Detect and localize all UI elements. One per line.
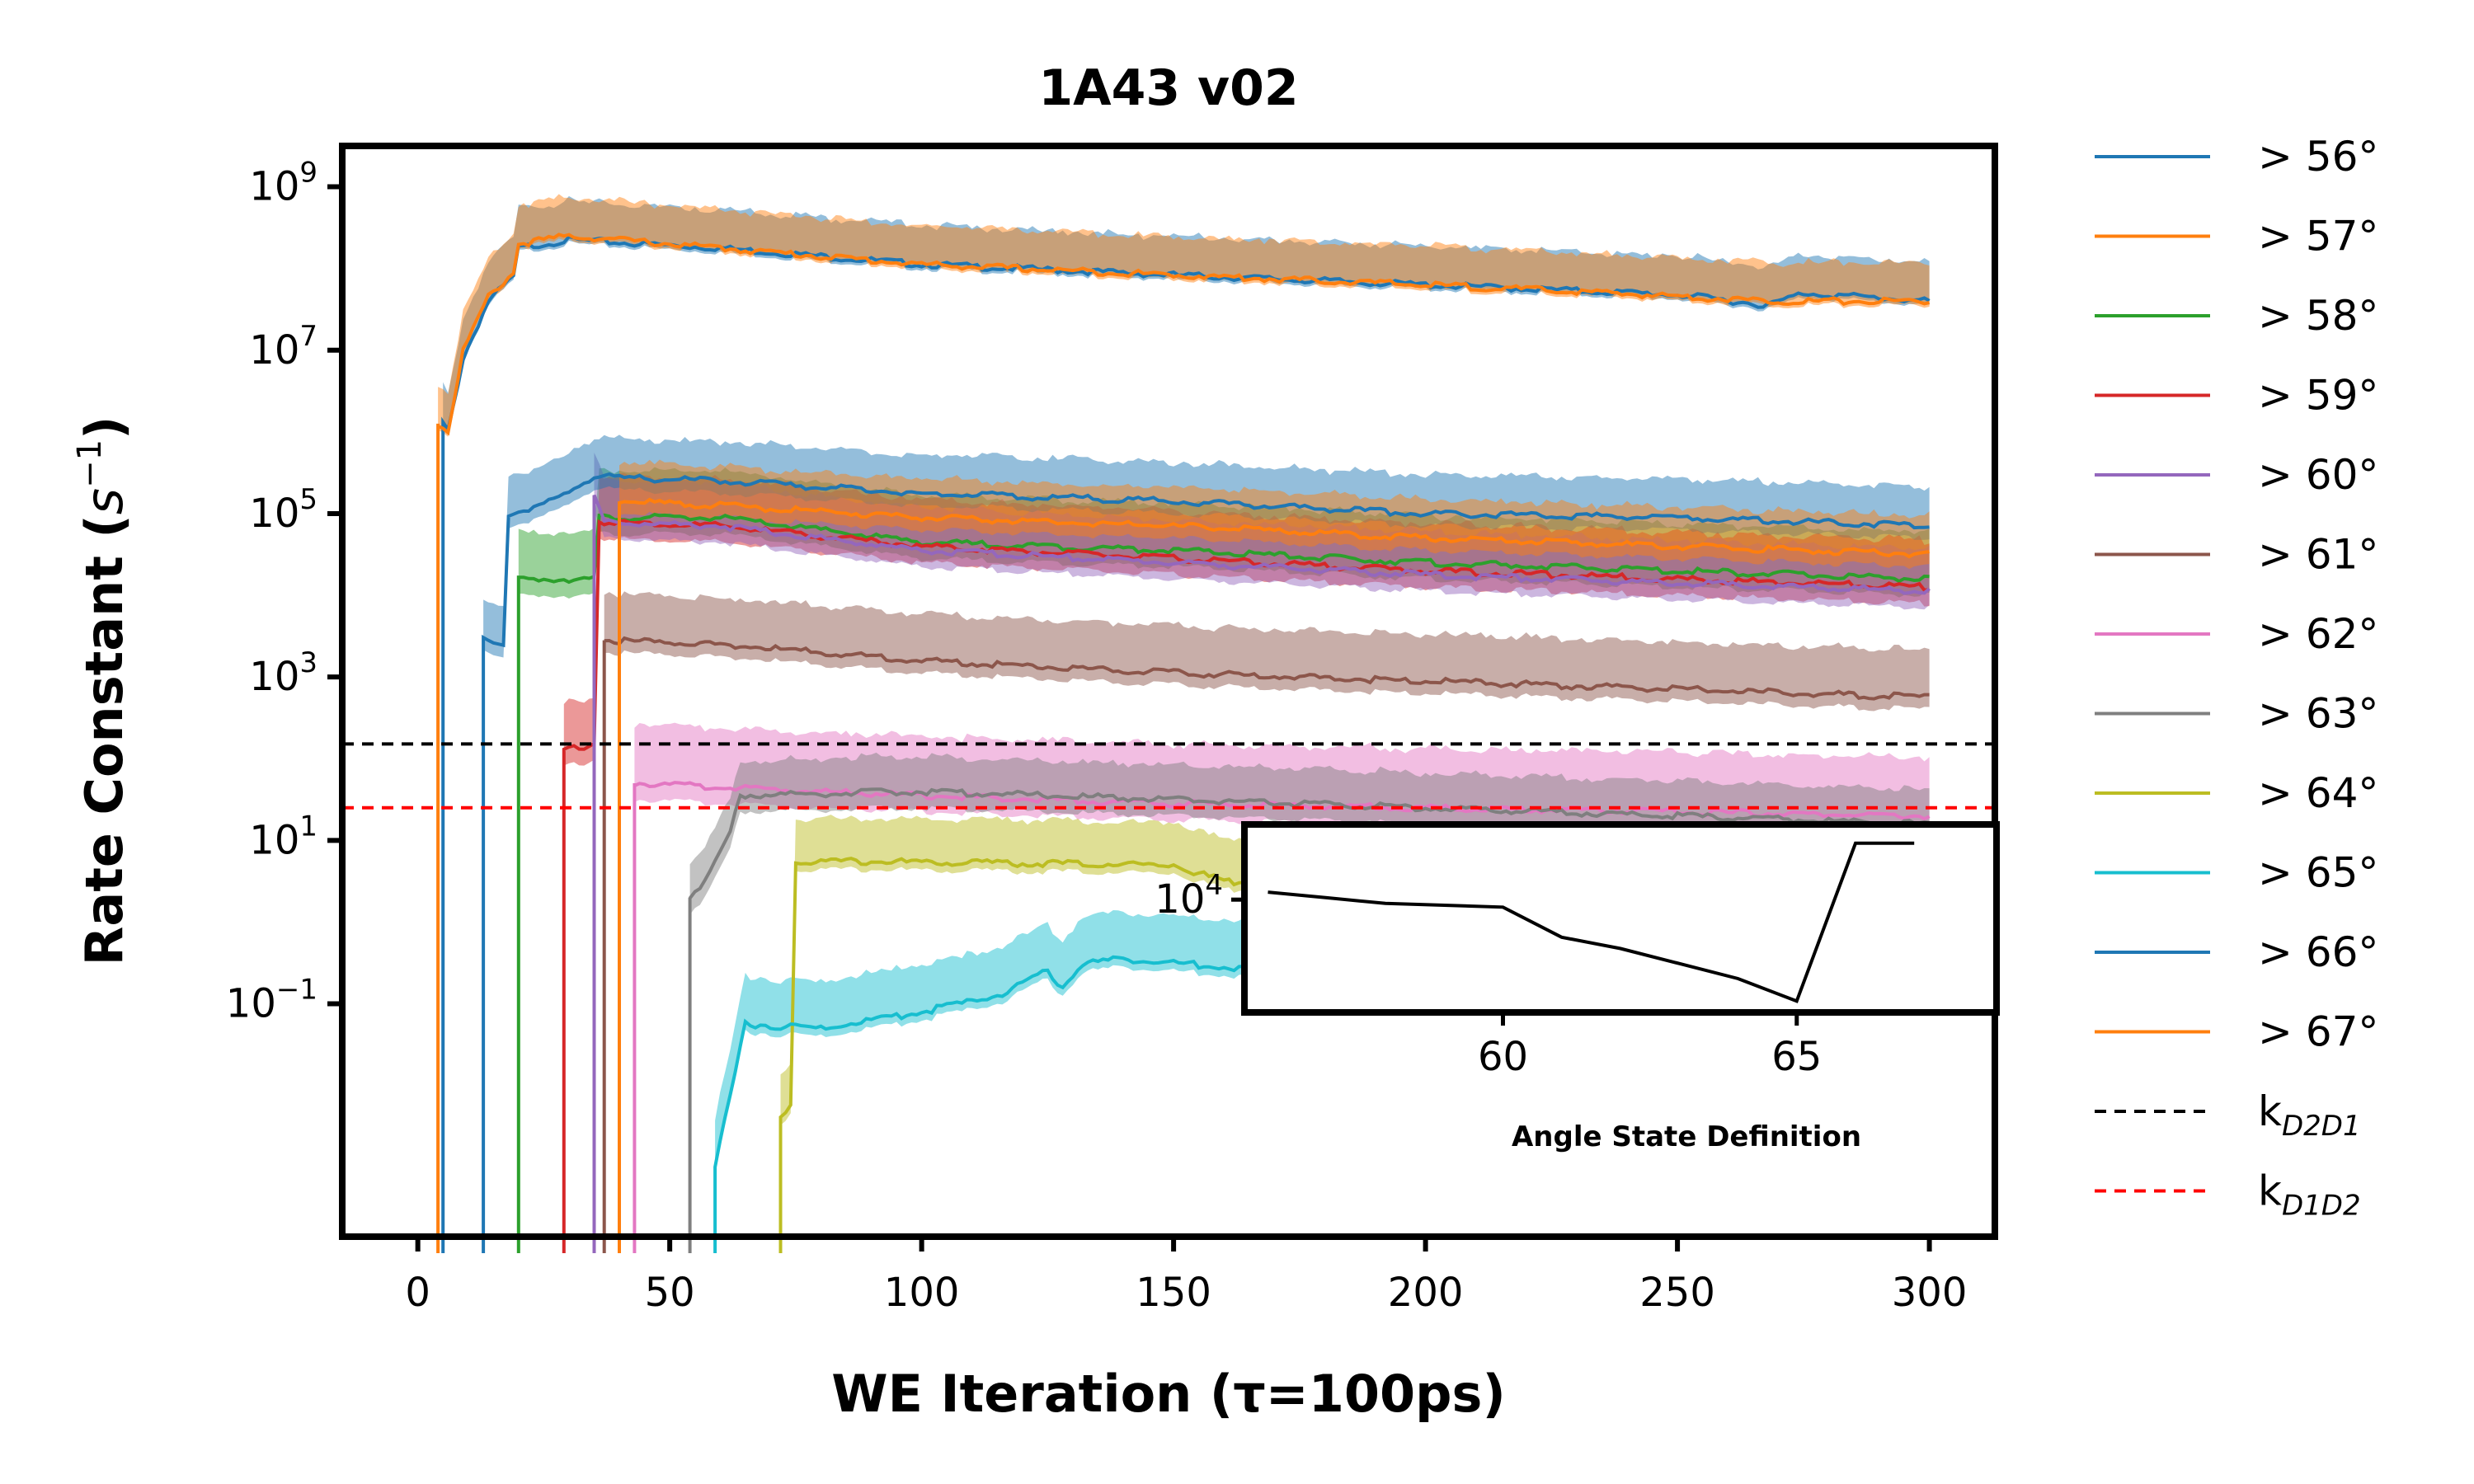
legend: > 56° > 57° > 58° > 59° > 60° > 61° > 62° > 63°… [2095, 133, 2378, 1223]
chart-title: 1A43 v02 [1038, 59, 1298, 117]
series-line [516, 512, 1930, 1253]
x-axis: 0 50 100 150 200 250 300 [405, 1237, 1967, 1316]
series-line [562, 519, 1930, 1253]
series-line [592, 494, 1931, 1253]
inset-x-axis-label: Angle State Definition [1512, 1120, 1861, 1153]
legend-label: > 56° [2258, 133, 2378, 181]
legend-label: > 58° [2258, 292, 2378, 340]
x-tick-label: 0 [405, 1270, 430, 1316]
plot-frame [339, 143, 1998, 1240]
series-band [619, 459, 1930, 569]
series-band [604, 591, 1930, 711]
y-tick-label: 10−1 [226, 974, 317, 1027]
x-axis-label: WE Iteration (τ=100ps) [831, 1364, 1506, 1424]
y-tick-label: 105 [249, 483, 317, 537]
y-axis-label-end: ) [74, 416, 134, 439]
inset-line [1268, 841, 1915, 1003]
y-axis-label-main: Rate Constant ( [74, 514, 134, 965]
legend-label: > 59° [2258, 372, 2378, 420]
x-tick-label: 200 [1388, 1270, 1464, 1316]
x-tick-label: 50 [645, 1270, 695, 1316]
legend-label: > 67° [2258, 1008, 2378, 1056]
inset-plot: 60 65 104 Angle State Definition [1155, 821, 2000, 1153]
x-tick-label: 300 [1892, 1270, 1968, 1316]
legend-label: kD2D1 [2258, 1087, 2361, 1143]
reference-lines [342, 742, 1995, 810]
inset-content [1268, 841, 1915, 1003]
y-tick-label: 103 [249, 646, 317, 700]
y-axis-label-sup: −1 [71, 439, 109, 488]
legend-label: > 64° [2258, 769, 2378, 817]
y-axis-label-unit: s [74, 488, 134, 514]
x-tick-label: 100 [884, 1270, 960, 1316]
y-tick-label: 101 [249, 810, 317, 863]
inset-background [1244, 824, 1997, 1012]
y-tick-label: 109 [249, 157, 317, 210]
inset-y-tick-label: 104 [1155, 869, 1223, 923]
legend-label: > 60° [2258, 451, 2378, 499]
legend-label: > 63° [2258, 690, 2378, 738]
legend-label: > 61° [2258, 531, 2378, 579]
inset-x-tick-label: 60 [1478, 1034, 1528, 1080]
series-line [602, 636, 1930, 1253]
legend-label: > 65° [2258, 849, 2378, 897]
x-tick-label: 250 [1639, 1270, 1715, 1316]
y-axis-label: Rate Constant (s−1) [71, 416, 134, 966]
y-tick-label: 107 [249, 320, 317, 373]
series-line [688, 787, 1930, 1253]
x-tick-label: 150 [1136, 1270, 1211, 1316]
series-line [618, 497, 1930, 1253]
legend-label: > 66° [2258, 928, 2378, 976]
legend-label: > 62° [2258, 610, 2378, 658]
series-bands [438, 194, 1930, 1176]
series-line [482, 472, 1930, 1253]
y-axis: 10−1 101 103 105 107 109 [226, 157, 342, 1027]
legend-label: > 57° [2258, 213, 2378, 261]
inset-x-tick-label: 65 [1771, 1034, 1822, 1080]
series-band [438, 194, 1930, 437]
inset-frame [1241, 821, 2000, 1016]
legend-label: kD1D2 [2258, 1167, 2361, 1223]
series-band [483, 434, 1930, 658]
series-line [436, 232, 1931, 1253]
